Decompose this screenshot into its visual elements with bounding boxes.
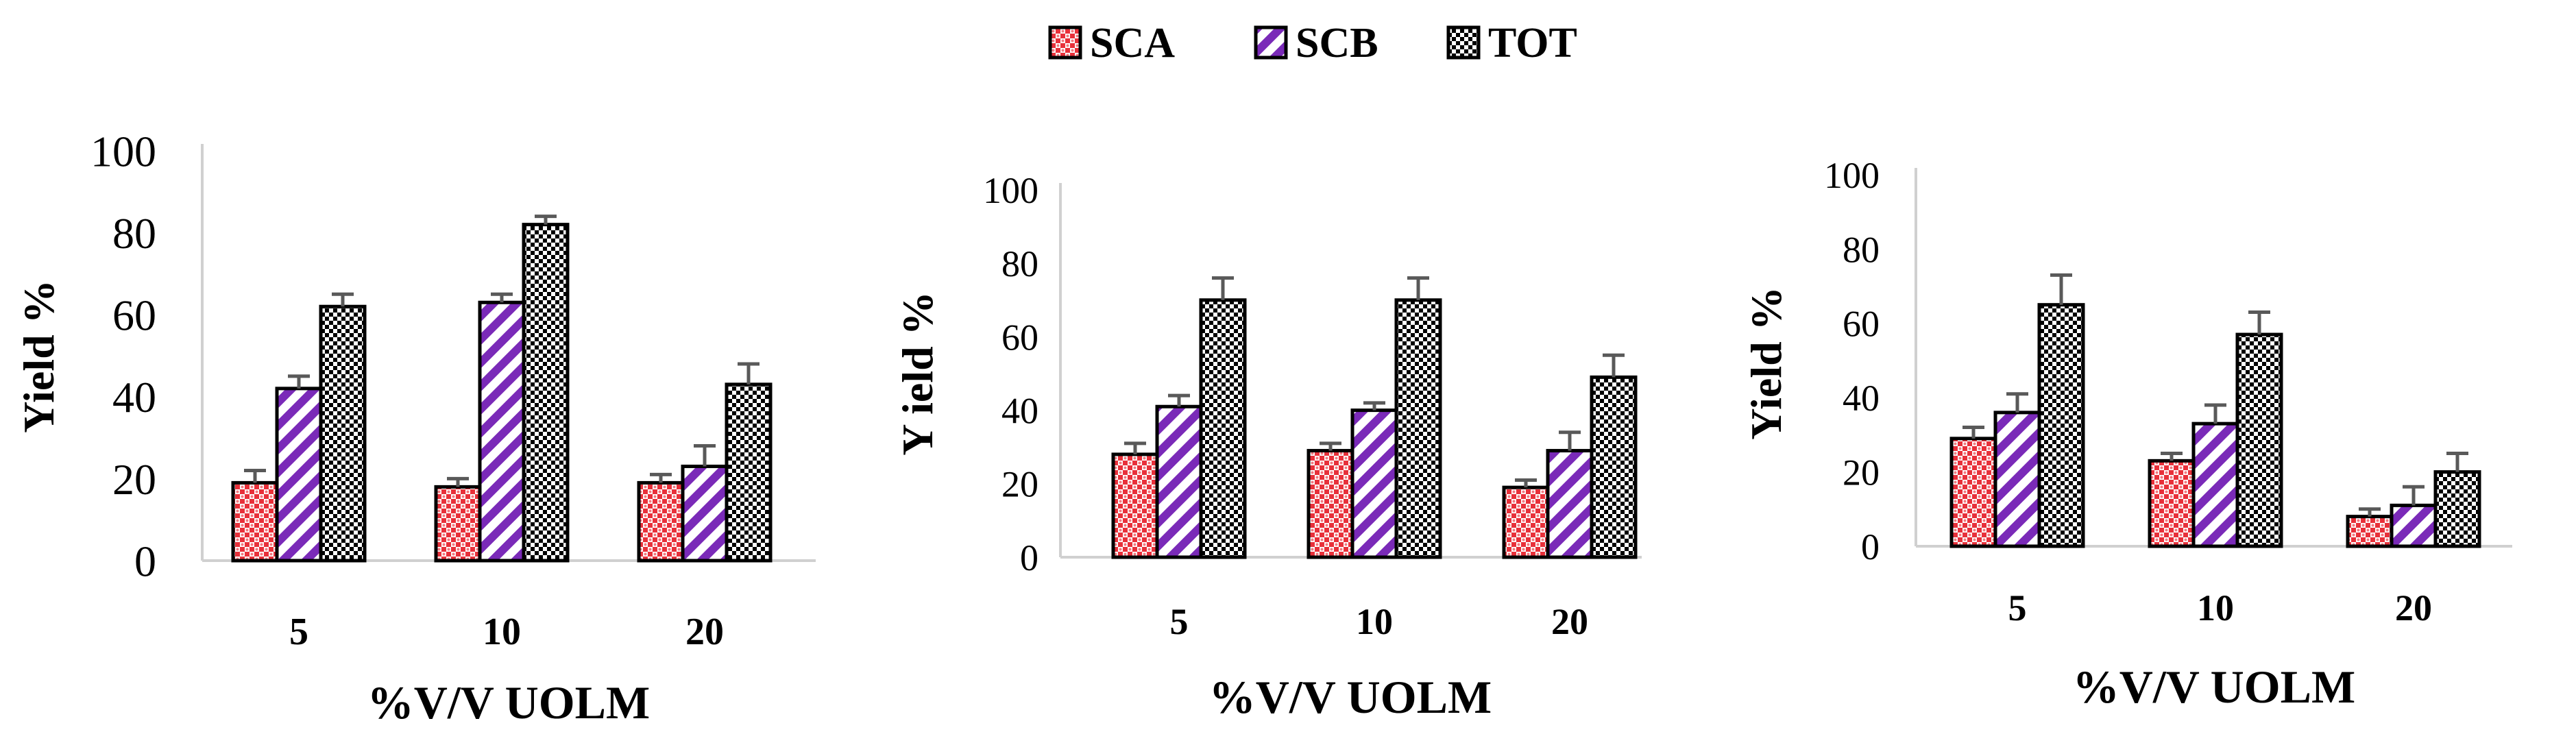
bar-scb-5 xyxy=(1993,411,2041,548)
y-tick-label: 60 xyxy=(112,291,156,340)
legend-label-scb: SCB xyxy=(1296,20,1378,66)
legend-label-tot: TOT xyxy=(1488,20,1577,66)
bar-scb-5 xyxy=(275,387,323,563)
bar-tot-5 xyxy=(319,304,367,563)
bar-scb-10 xyxy=(2191,422,2239,548)
y-tick-label: 80 xyxy=(1001,243,1038,284)
x-tick-label: 20 xyxy=(1551,601,1588,642)
bar-sca-20 xyxy=(1502,485,1550,559)
y-tick-label: 80 xyxy=(1843,229,1880,270)
legend-item-sca: SCA xyxy=(1048,20,1175,66)
x-tick-label: 20 xyxy=(2395,587,2432,628)
y-tick-label: 0 xyxy=(1861,526,1880,567)
legend-item-scb: SCB xyxy=(1254,20,1378,66)
y-tick-label: 0 xyxy=(134,537,156,585)
chart-left: 0 20 40 60 80 100 5 10 20 Yield % %V/V UOLM xyxy=(14,127,816,729)
bar-sca-10 xyxy=(434,485,482,563)
bar-scb-10 xyxy=(478,300,526,563)
y-tick-label: 60 xyxy=(1001,317,1038,358)
legend-swatch-scb xyxy=(1254,25,1288,60)
bar-scb-20 xyxy=(681,464,729,563)
bar-sca-20 xyxy=(2346,515,2394,548)
x-tick-label: 5 xyxy=(1170,601,1189,642)
y-tick-label: 20 xyxy=(112,455,156,504)
x-tick-label: 5 xyxy=(289,611,308,653)
y-tick-label: 80 xyxy=(112,209,156,258)
chart-middle: 0 20 40 60 80 100 5 10 20 Y ield % %V/V UOLM xyxy=(893,170,1642,723)
legend-item-tot: TOT xyxy=(1446,20,1577,66)
legend: SCA SCB TOT xyxy=(1048,20,1577,66)
bar-scb-20 xyxy=(2390,503,2438,548)
y-tick-label: 100 xyxy=(1824,155,1880,196)
bar-tot-20 xyxy=(2433,470,2481,548)
bar-sca-10 xyxy=(2148,459,2196,548)
x-tick-label: 10 xyxy=(1356,601,1393,642)
x-tick-label: 20 xyxy=(685,611,724,653)
x-axis-title: %V/V UOLM xyxy=(1209,671,1492,723)
bar-tot-20 xyxy=(1590,375,1638,559)
bar-scb-10 xyxy=(1350,408,1398,559)
legend-swatch-tot xyxy=(1446,25,1481,60)
y-tick-label: 20 xyxy=(1001,464,1038,505)
y-tick-label: 40 xyxy=(112,373,156,422)
legend-swatch-sca xyxy=(1048,25,1082,60)
bar-sca-10 xyxy=(1307,449,1354,559)
legend-label-sca: SCA xyxy=(1090,20,1175,66)
y-tick-label: 100 xyxy=(90,127,156,175)
bar-tot-5 xyxy=(1199,298,1247,559)
y-tick-label: 100 xyxy=(983,170,1038,211)
bar-tot-20 xyxy=(725,382,773,563)
y-tick-label: 40 xyxy=(1843,378,1880,419)
bar-sca-5 xyxy=(1111,452,1159,559)
bar-scb-5 xyxy=(1155,404,1203,559)
bar-tot-10 xyxy=(1394,298,1442,559)
y-axis-title: Yield % xyxy=(14,280,63,432)
x-axis-title: %V/V UOLM xyxy=(2073,661,2355,713)
y-tick-label: 0 xyxy=(1020,537,1038,578)
y-tick-label: 40 xyxy=(1001,391,1038,432)
y-axis-title: Yield % xyxy=(1742,286,1790,439)
y-tick-label: 20 xyxy=(1843,452,1880,493)
bar-tot-10 xyxy=(522,223,570,563)
bar-tot-5 xyxy=(2037,303,2085,548)
y-tick-label: 60 xyxy=(1843,304,1880,345)
bar-sca-20 xyxy=(637,480,685,563)
x-tick-label: 10 xyxy=(483,611,521,653)
chart-right: 0 20 40 60 80 100 5 10 20 Yield % %V/V UOLM xyxy=(1742,155,2512,713)
bar-sca-5 xyxy=(231,480,279,563)
bar-sca-5 xyxy=(1949,437,1997,548)
x-axis-title: %V/V UOLM xyxy=(367,676,650,729)
x-tick-label: 5 xyxy=(2008,587,2027,628)
bar-scb-20 xyxy=(1546,449,1594,559)
y-axis-title: Y ield % xyxy=(893,291,942,455)
bar-tot-10 xyxy=(2235,332,2283,548)
x-tick-label: 10 xyxy=(2197,587,2234,628)
